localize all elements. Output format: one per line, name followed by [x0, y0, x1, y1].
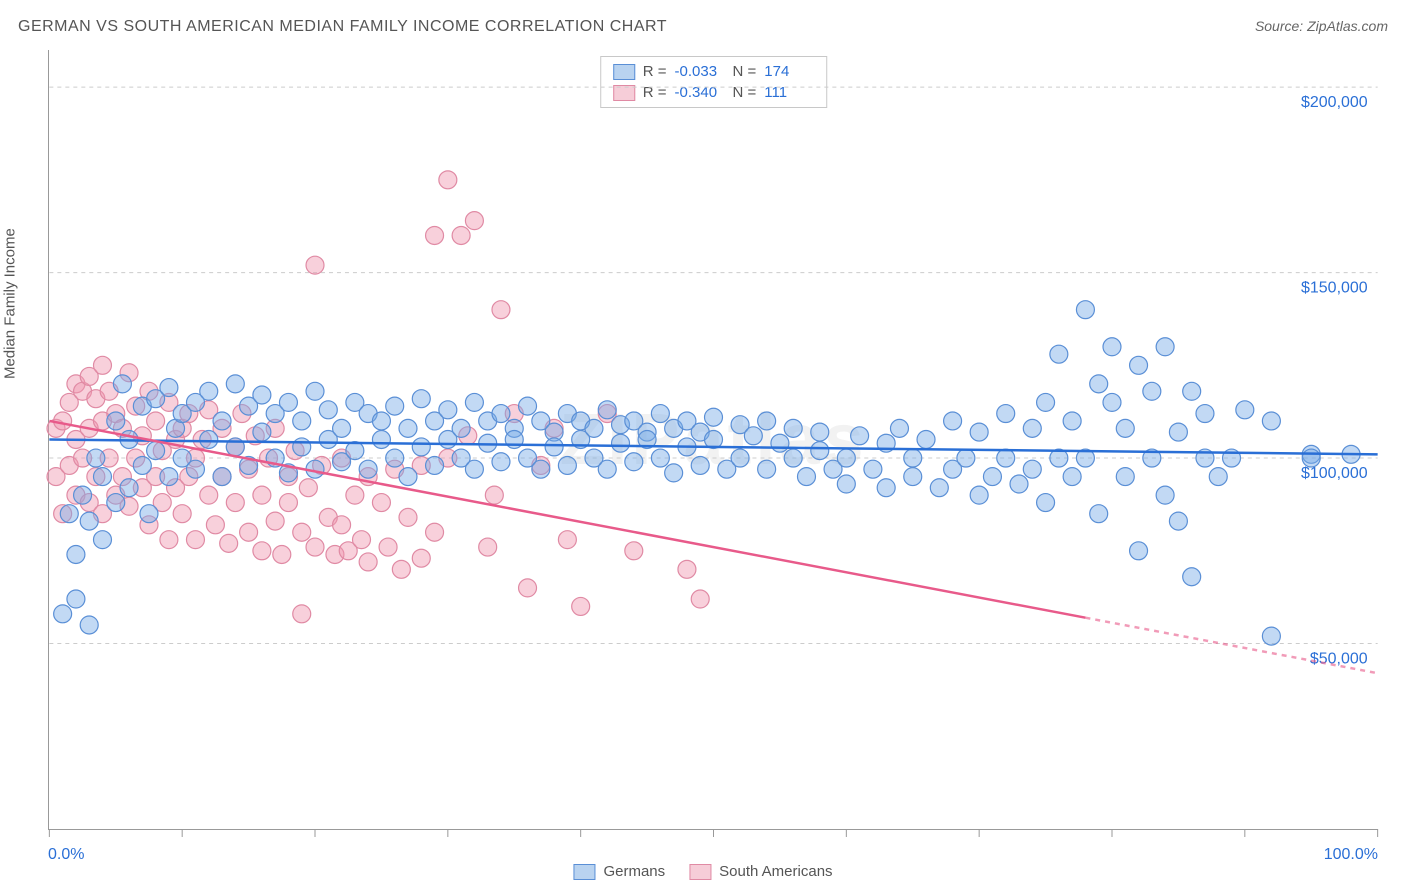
- svg-text:$50,000: $50,000: [1310, 650, 1368, 667]
- x-max-label: 100.0%: [1324, 846, 1378, 864]
- legend-label-south-americans: South Americans: [719, 863, 832, 880]
- legend-swatch-germans: [573, 864, 595, 880]
- legend-item-south-americans: South Americans: [689, 863, 832, 880]
- plot-area: ZIPatlas R = -0.033 N = 174 R = -0.340 N…: [48, 50, 1378, 830]
- chart-title: GERMAN VS SOUTH AMERICAN MEDIAN FAMILY I…: [18, 18, 667, 36]
- chart-container: GERMAN VS SOUTH AMERICAN MEDIAN FAMILY I…: [0, 0, 1406, 892]
- series-legend: Germans South Americans: [573, 863, 832, 880]
- y-axis-label: Median Family Income: [2, 228, 19, 379]
- x-min-label: 0.0%: [48, 846, 84, 864]
- svg-text:$200,000: $200,000: [1301, 94, 1368, 111]
- svg-text:$150,000: $150,000: [1301, 280, 1368, 297]
- legend-swatch-south-americans: [689, 864, 711, 880]
- legend-label-germans: Germans: [603, 863, 665, 880]
- legend-item-germans: Germans: [573, 863, 665, 880]
- plot-svg: $50,000$100,000$150,000$200,000: [49, 50, 1378, 829]
- source-label: Source: ZipAtlas.com: [1255, 18, 1388, 34]
